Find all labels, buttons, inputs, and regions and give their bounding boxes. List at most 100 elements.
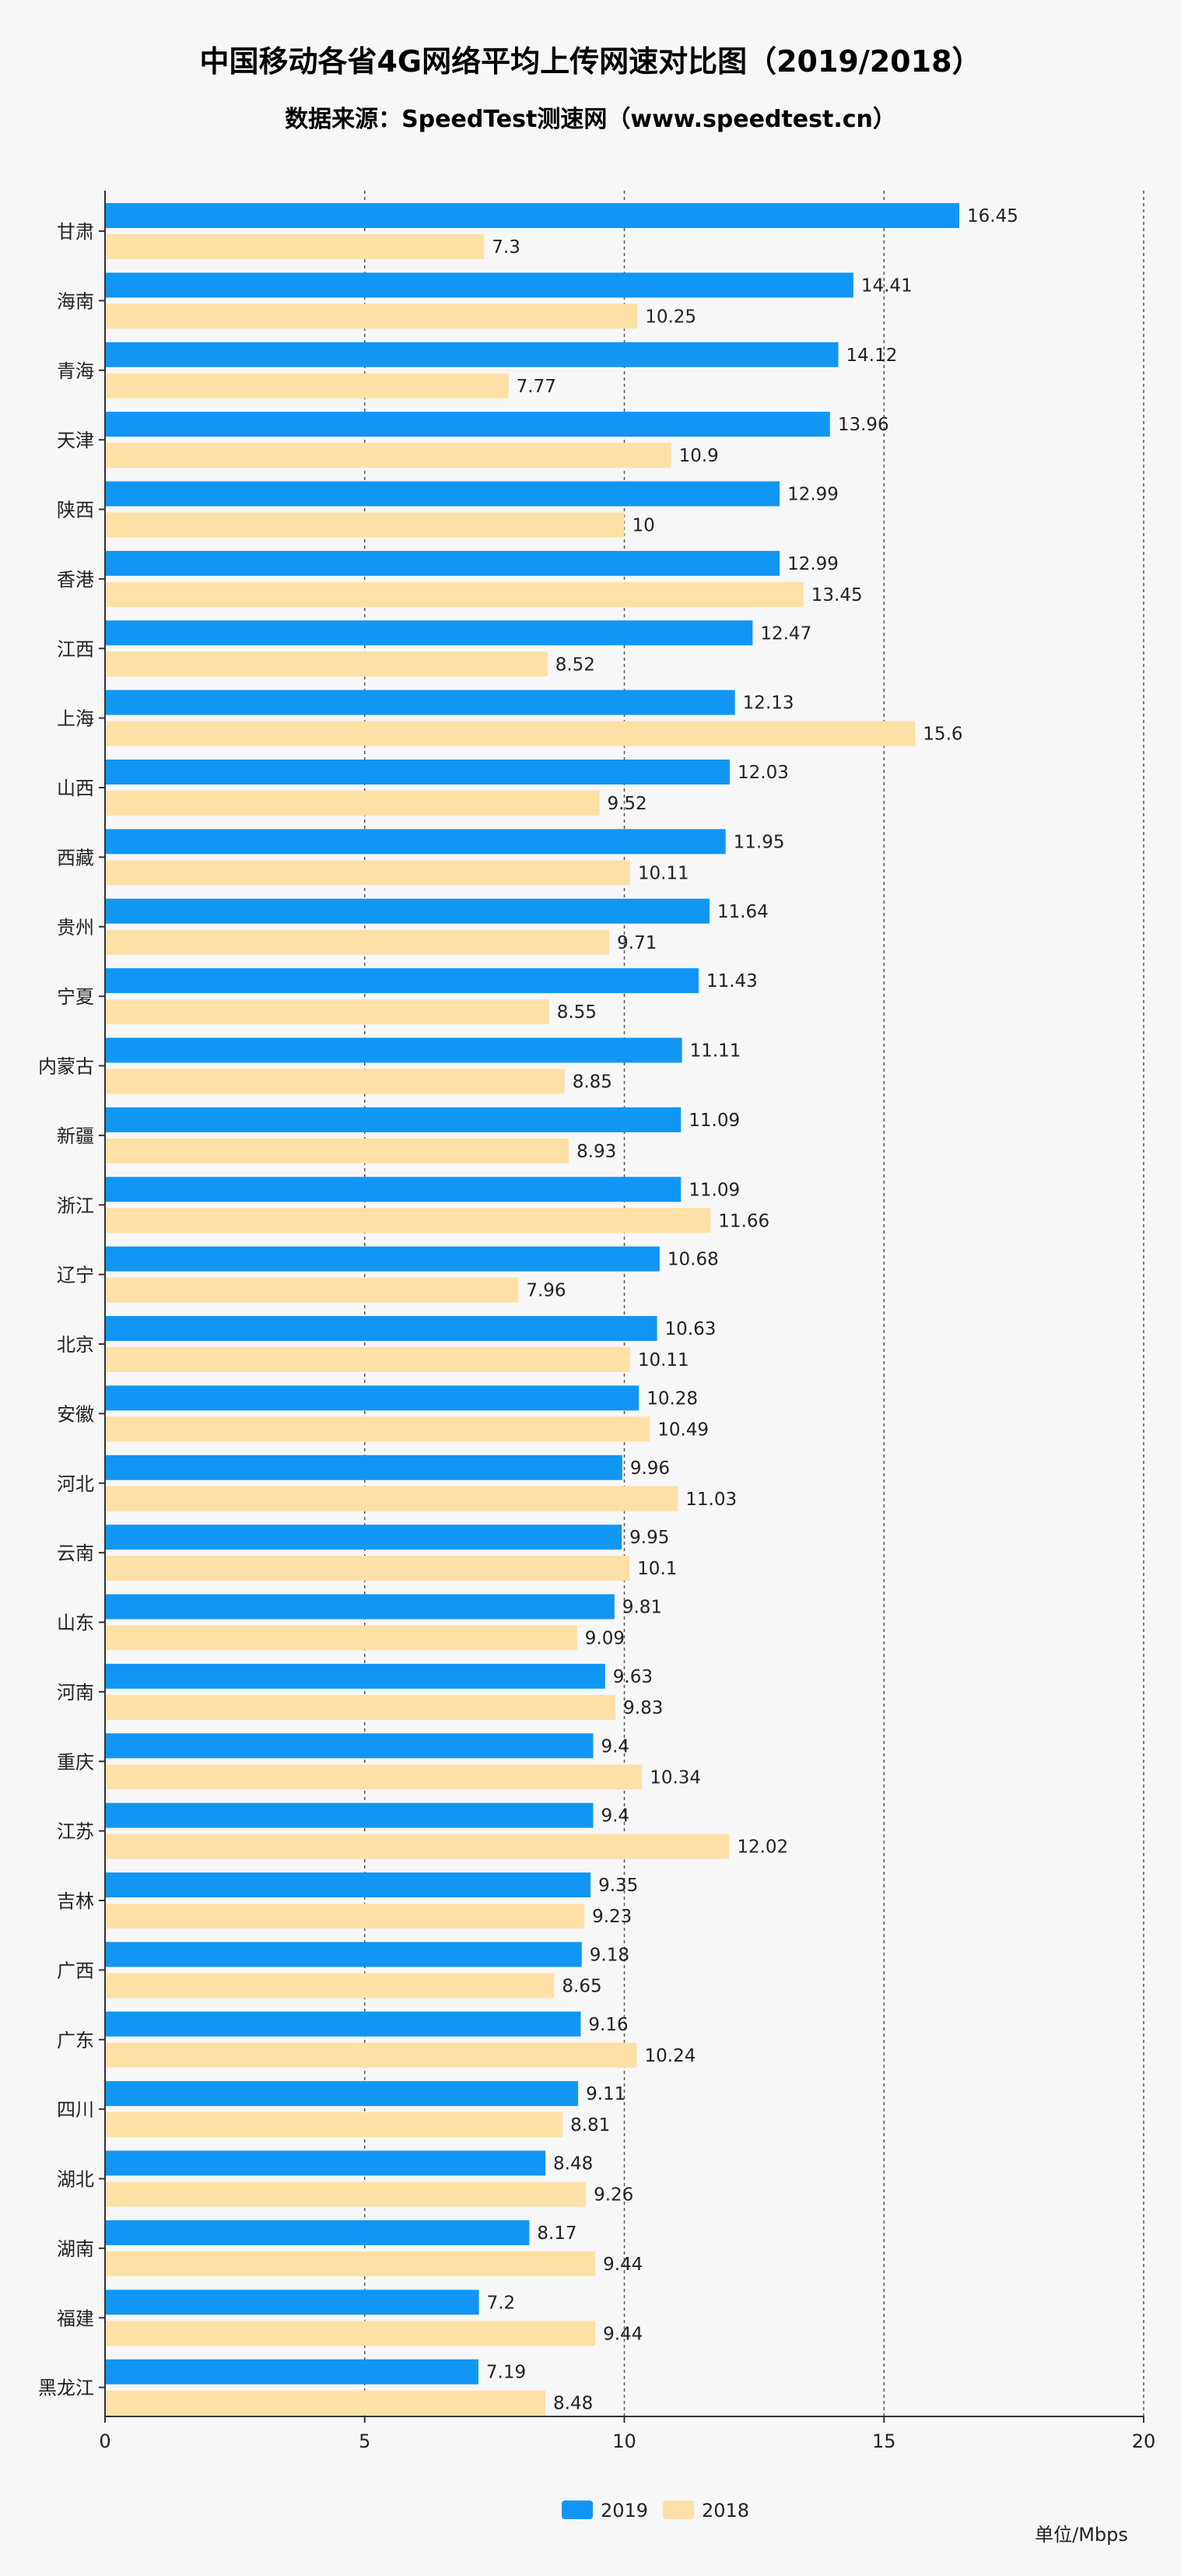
data-label: 9.83	[623, 1698, 663, 1718]
data-label: 10.63	[665, 1319, 717, 1339]
bar-2018	[105, 721, 916, 746]
bar-2019	[105, 1733, 594, 1759]
category-label: 广东	[57, 2030, 94, 2051]
bar-2018	[105, 1834, 730, 1859]
data-label: 9.35	[598, 1876, 638, 1896]
bar-2018	[105, 1556, 630, 1581]
category-label: 海南	[57, 290, 94, 312]
bar-2018	[105, 651, 548, 677]
data-label: 13.45	[811, 585, 863, 605]
category-label: 陕西	[57, 500, 94, 521]
bar-2018	[105, 1764, 643, 1790]
data-label: 10	[633, 516, 655, 536]
data-label: 12.99	[787, 485, 839, 505]
data-label: 10.11	[638, 1350, 689, 1370]
bar-2019	[105, 272, 853, 298]
bar-2019	[105, 2150, 546, 2176]
bar-2018	[105, 1277, 519, 1303]
bar-2018	[105, 929, 610, 955]
data-label: 8.81	[570, 2115, 610, 2136]
legend-label: 2019	[601, 2500, 648, 2522]
chart-title: 中国移动各省4G网络平均上传网速对比图（2019/2018）	[199, 44, 981, 79]
bar-2019	[105, 2359, 478, 2385]
data-label: 11.09	[689, 1180, 740, 1200]
category-label: 山西	[57, 777, 94, 799]
category-label: 云南	[57, 1542, 94, 1564]
category-label: 黑龙江	[38, 2378, 94, 2399]
x-tick-label: 15	[872, 2430, 896, 2452]
bar-2018	[105, 512, 625, 538]
x-tick-label: 5	[359, 2430, 370, 2452]
bar-2019	[105, 2220, 530, 2245]
bar-2019	[105, 1037, 682, 1063]
category-label: 山东	[57, 1613, 94, 1634]
category-label: 河南	[57, 1682, 94, 1704]
x-tick-label: 20	[1132, 2430, 1156, 2452]
category-label: 上海	[57, 708, 94, 730]
category-label: 天津	[57, 430, 94, 451]
bar-2018	[105, 2321, 596, 2346]
bar-2019	[105, 550, 780, 576]
bar-2019	[105, 412, 830, 437]
data-label: 9.26	[594, 2185, 633, 2206]
data-label: 12.03	[738, 763, 789, 783]
bar-2019	[105, 1594, 615, 1620]
data-label: 9.96	[630, 1458, 670, 1479]
data-label: 7.2	[487, 2293, 516, 2313]
data-label: 8.85	[573, 1072, 612, 1093]
data-label: 8.48	[553, 2154, 593, 2174]
bar-2018	[105, 2251, 596, 2276]
data-label: 11.03	[685, 1490, 737, 1510]
bar-2019	[105, 1385, 640, 1411]
data-label: 10.68	[668, 1250, 719, 1270]
data-label: 9.09	[585, 1629, 625, 1649]
data-label: 9.44	[603, 2324, 643, 2344]
data-label: 10.11	[638, 863, 689, 883]
data-label: 8.52	[555, 655, 595, 675]
category-label: 西藏	[57, 847, 94, 869]
category-label: 四川	[57, 2099, 94, 2121]
bar-2019	[105, 1663, 605, 1689]
bar-2018	[105, 1416, 650, 1442]
category-label: 青海	[57, 360, 94, 382]
data-label: 8.65	[562, 1976, 601, 1996]
bar-2018	[105, 1208, 711, 1234]
data-label: 8.48	[553, 2394, 593, 2414]
data-label: 9.81	[622, 1598, 662, 1618]
x-tick-label: 10	[612, 2430, 636, 2452]
bar-2019	[105, 203, 960, 228]
bar-2019	[105, 1316, 657, 1341]
bar-2019	[105, 620, 753, 646]
bar-2018	[105, 1347, 630, 1372]
category-label: 广西	[57, 1960, 94, 1981]
category-label: 香港	[57, 569, 94, 591]
category-label: 北京	[57, 1334, 94, 1356]
legend-swatch-2019	[562, 2501, 593, 2519]
bar-2019	[105, 481, 780, 507]
data-label: 12.47	[760, 623, 811, 644]
x-tick-label: 0	[99, 2430, 110, 2452]
data-label: 9.4	[601, 1806, 629, 1827]
data-label: 8.55	[557, 1002, 597, 1023]
bar-2019	[105, 2081, 579, 2107]
data-label: 12.99	[787, 554, 839, 574]
data-labels: 16.45 7.3 14.41 10.25 14.12 7.77 13.96 10.9 12.9…	[486, 206, 1018, 2414]
bar-2018	[105, 443, 671, 469]
bar-2018	[105, 999, 549, 1025]
bars	[105, 203, 960, 2416]
data-label: 16.45	[967, 206, 1018, 226]
legend-label: 2018	[702, 2500, 749, 2522]
data-label: 9.63	[613, 1667, 653, 1687]
bar-2019	[105, 1802, 594, 1828]
category-label: 湖南	[57, 2238, 94, 2260]
data-label: 10.49	[657, 1420, 709, 1440]
category-label: 贵州	[57, 917, 94, 939]
data-label: 8.17	[537, 2223, 576, 2244]
data-label: 9.44	[603, 2255, 643, 2275]
category-label: 安徽	[57, 1403, 94, 1425]
bar-2018	[105, 1625, 577, 1651]
data-label: 9.16	[588, 2015, 628, 2035]
bar-2018	[105, 373, 509, 398]
data-label: 11.09	[689, 1111, 740, 1131]
data-label: 9.4	[601, 1736, 629, 1757]
